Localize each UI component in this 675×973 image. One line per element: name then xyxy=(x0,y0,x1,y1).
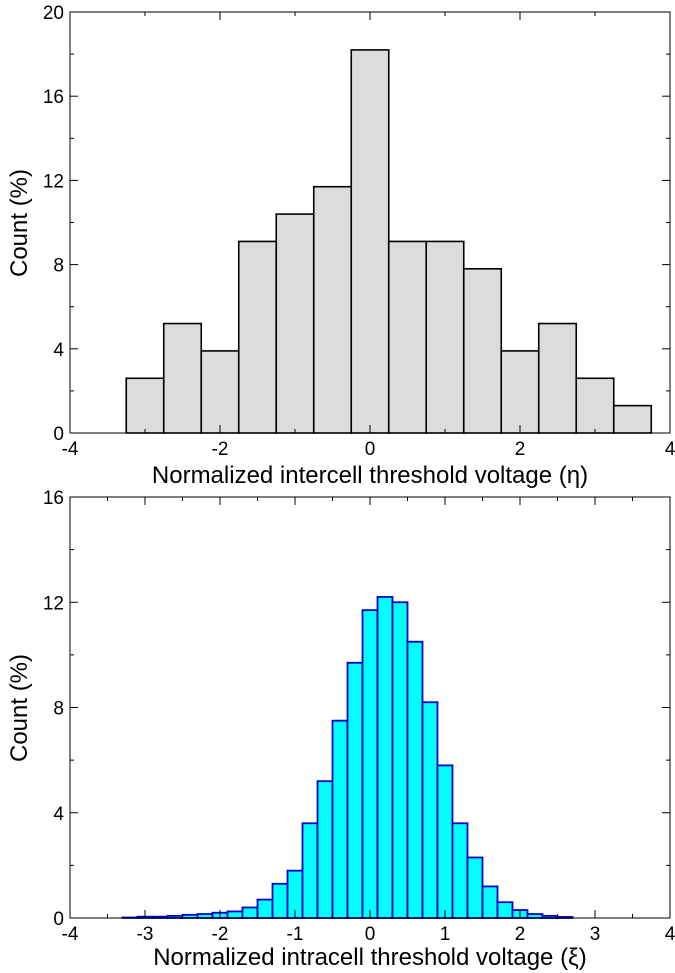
intracell-bar xyxy=(361,609,379,919)
intercell-bar xyxy=(237,240,278,434)
intracell-bar xyxy=(226,910,244,919)
intercell-bar xyxy=(125,377,165,434)
intercell-x-tick-label: 0 xyxy=(365,439,376,460)
intracell-y-tick-label: 4 xyxy=(53,804,64,825)
intracell-bar xyxy=(436,764,454,919)
intercell-y-tick-label: 12 xyxy=(43,171,64,192)
intercell-bar xyxy=(612,404,653,434)
intercell-bar xyxy=(387,240,428,434)
intracell-x-tick-label: 0 xyxy=(365,924,376,945)
intracell-bar xyxy=(316,780,334,919)
intracell-bar xyxy=(526,913,544,919)
intracell-y-tick-label: 0 xyxy=(53,909,64,930)
intercell-y-tick-label: 16 xyxy=(43,87,64,108)
intracell-x-tick-label: -3 xyxy=(137,924,154,945)
intercell-x-tick-label: 2 xyxy=(515,439,526,460)
intercell-bar xyxy=(425,240,465,434)
intracell-bar xyxy=(496,901,514,919)
intracell-y-tick-label: 8 xyxy=(53,699,64,720)
intracell-y-tick-label: 16 xyxy=(43,488,64,509)
intracell-bar xyxy=(376,596,394,919)
intracell-bars xyxy=(121,596,574,919)
intercell-x-axis-title: Normalized intercell threshold voltage (… xyxy=(152,462,588,489)
intercell-bar xyxy=(312,185,353,434)
intercell-y-tick-label: 0 xyxy=(53,424,64,445)
intercell-y-tick-label: 20 xyxy=(43,3,64,24)
intercell-bar xyxy=(462,268,503,434)
intracell-bar xyxy=(301,822,319,919)
intercell-y-tick-label: 4 xyxy=(53,340,64,361)
intracell-bar xyxy=(406,640,424,919)
intercell-y-axis-title: Count (%) xyxy=(6,169,33,277)
intracell-bar xyxy=(271,882,289,919)
intracell-bar xyxy=(451,822,469,919)
intercell-bar xyxy=(350,49,390,434)
intercell-x-tick-label: -4 xyxy=(62,439,79,460)
intercell-bars xyxy=(125,49,653,434)
intracell-x-tick-label: 1 xyxy=(440,924,451,945)
intracell-bar xyxy=(196,913,214,919)
intracell-bar xyxy=(466,856,484,919)
intercell-bar xyxy=(575,377,615,434)
intracell-bar xyxy=(241,906,259,919)
intercell-bar xyxy=(162,322,203,434)
intracell-bar xyxy=(421,701,439,919)
intracell-x-tick-label: -4 xyxy=(62,924,79,945)
intercell-bar xyxy=(537,322,578,434)
intercell-y-tick-label: 8 xyxy=(53,256,64,277)
intercell-histogram: -4 -2 0 2 4 0 4 8 12 16 20 Normalized intercell th… xyxy=(6,3,675,489)
intracell-bar xyxy=(256,898,274,919)
intracell-bar xyxy=(391,601,409,919)
intracell-y-tick-label: 12 xyxy=(43,593,64,614)
intracell-bar xyxy=(331,719,349,919)
intracell-bar xyxy=(346,661,364,919)
intercell-bar xyxy=(275,213,315,434)
intracell-bar xyxy=(481,885,499,919)
intracell-y-axis-title: Count (%) xyxy=(6,654,33,762)
intracell-x-tick-label: 3 xyxy=(590,924,601,945)
intracell-x-tick-label: 2 xyxy=(515,924,526,945)
intercell-ticks: -4 -2 0 2 4 0 4 8 12 16 20 xyxy=(43,3,675,460)
intercell-x-tick-label: -2 xyxy=(212,439,229,460)
intracell-x-tick-label: -2 xyxy=(212,924,229,945)
intracell-x-tick-label: 4 xyxy=(665,924,675,945)
intracell-x-tick-label: -1 xyxy=(287,924,304,945)
intercell-bar xyxy=(500,350,540,434)
intracell-x-axis-title: Normalized intracell threshold voltage (… xyxy=(153,944,587,971)
intercell-bar xyxy=(200,350,240,434)
intercell-x-tick-label: 4 xyxy=(665,439,675,460)
